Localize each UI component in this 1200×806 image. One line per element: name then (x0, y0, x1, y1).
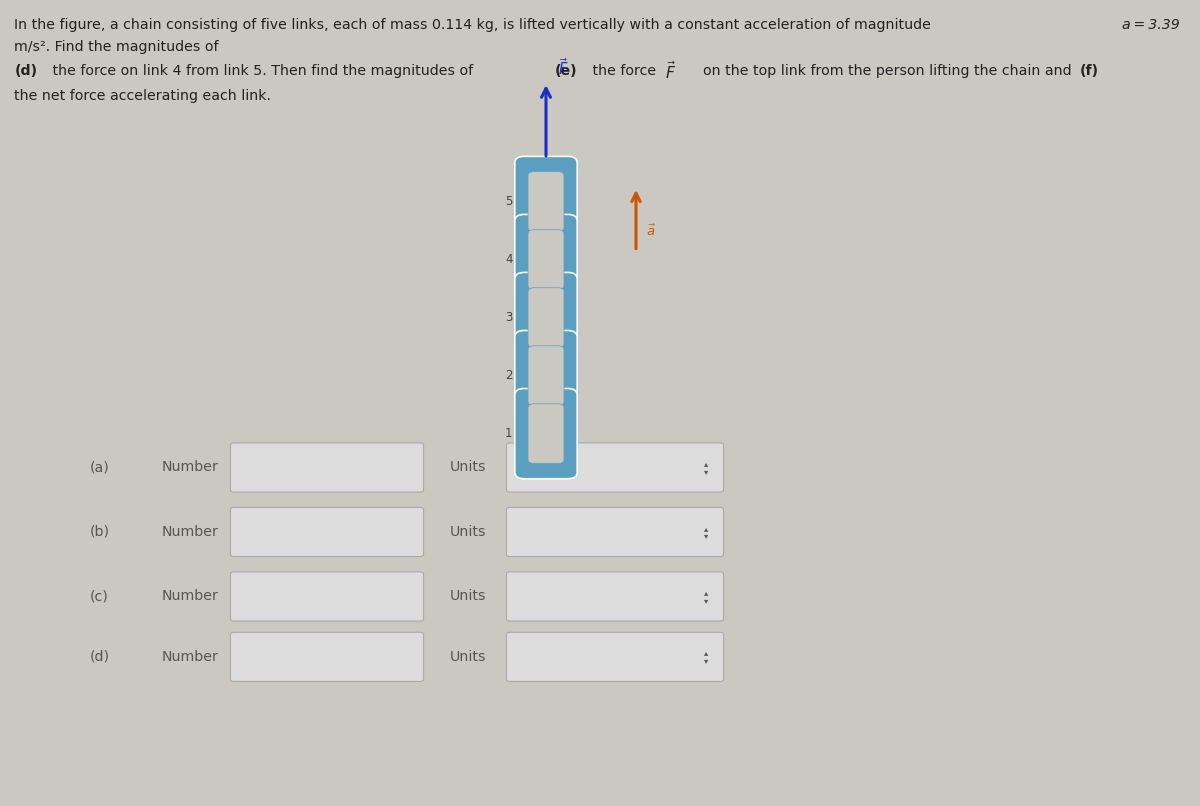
FancyBboxPatch shape (506, 632, 724, 682)
FancyBboxPatch shape (515, 156, 577, 247)
Text: (f): (f) (1080, 64, 1099, 78)
Text: the force on link 4 from link 5. Then find the magnitudes of: the force on link 4 from link 5. Then fi… (48, 64, 478, 78)
Text: 2: 2 (505, 369, 512, 382)
Text: (a): (a) (90, 460, 109, 475)
Text: the force: the force (588, 64, 661, 78)
Text: 4: 4 (505, 253, 512, 266)
FancyBboxPatch shape (515, 214, 577, 305)
Text: m/s². Find the magnitudes of: m/s². Find the magnitudes of (14, 40, 223, 54)
Text: ▴
▾: ▴ ▾ (703, 649, 708, 665)
Text: Number: Number (162, 650, 218, 664)
Text: (c): (c) (90, 589, 109, 604)
FancyBboxPatch shape (506, 443, 724, 492)
Text: 1: 1 (505, 427, 512, 440)
Text: on the top link from the person lifting the chain and: on the top link from the person lifting … (694, 64, 1075, 78)
Text: (e): (e) (554, 64, 577, 78)
Text: ▴
▾: ▴ ▾ (703, 524, 708, 540)
FancyBboxPatch shape (528, 230, 564, 289)
FancyBboxPatch shape (230, 632, 424, 682)
Text: ▴
▾: ▴ ▾ (703, 588, 708, 604)
Text: (b): (b) (90, 525, 110, 539)
FancyBboxPatch shape (506, 508, 724, 556)
Text: $\vec{F}$: $\vec{F}$ (558, 57, 569, 78)
Text: a = 3.39: a = 3.39 (1122, 18, 1180, 31)
Text: $\vec{F}$: $\vec{F}$ (665, 60, 676, 81)
Text: Number: Number (162, 589, 218, 604)
Text: 5: 5 (505, 195, 512, 208)
Text: In the figure, a chain consisting of five links, each of mass 0.114 kg, is lifte: In the figure, a chain consisting of fiv… (14, 18, 936, 31)
Text: Units: Units (450, 460, 486, 475)
Text: Units: Units (450, 525, 486, 539)
FancyBboxPatch shape (515, 272, 577, 363)
Text: Units: Units (450, 589, 486, 604)
FancyBboxPatch shape (528, 404, 564, 463)
FancyBboxPatch shape (230, 508, 424, 556)
FancyBboxPatch shape (528, 288, 564, 347)
Text: Number: Number (162, 460, 218, 475)
Text: (d): (d) (90, 650, 110, 664)
FancyBboxPatch shape (515, 388, 577, 479)
Text: 3: 3 (505, 311, 512, 324)
FancyBboxPatch shape (506, 572, 724, 621)
Text: Units: Units (450, 650, 486, 664)
FancyBboxPatch shape (230, 443, 424, 492)
FancyBboxPatch shape (528, 346, 564, 405)
FancyBboxPatch shape (528, 172, 564, 231)
Text: ▴
▾: ▴ ▾ (703, 459, 708, 476)
Text: Number: Number (162, 525, 218, 539)
Text: (d): (d) (14, 64, 37, 78)
Text: $\vec{a}$: $\vec{a}$ (646, 224, 655, 239)
FancyBboxPatch shape (515, 330, 577, 421)
Text: the net force accelerating each link.: the net force accelerating each link. (14, 89, 271, 102)
FancyBboxPatch shape (230, 572, 424, 621)
